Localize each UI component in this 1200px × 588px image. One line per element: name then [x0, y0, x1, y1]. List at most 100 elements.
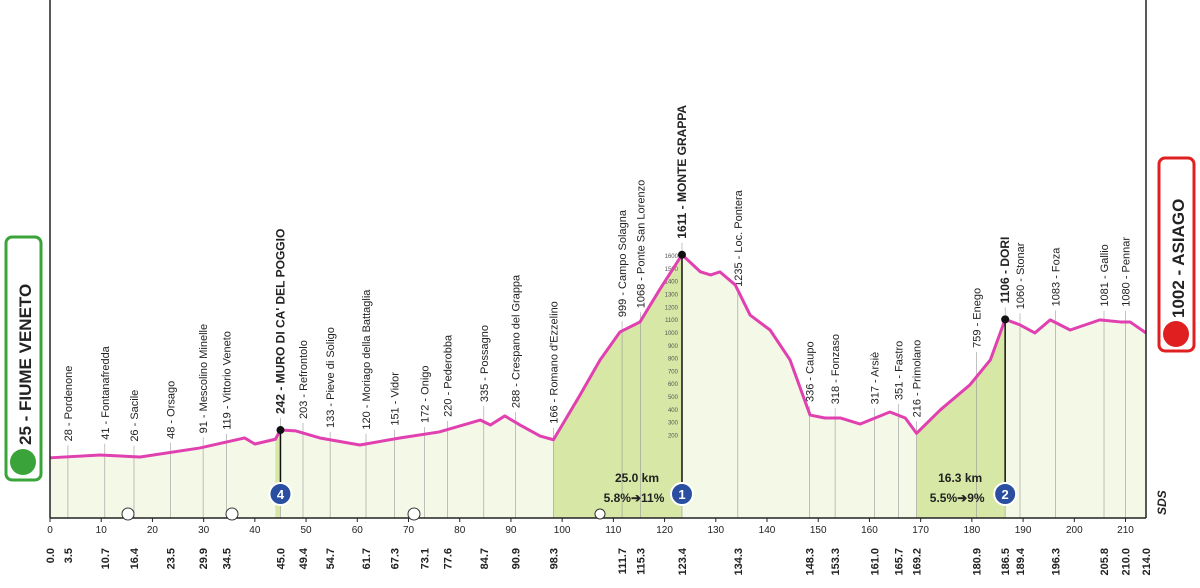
waypoint-label: 133 - Pieve di Soligo [325, 327, 337, 428]
waypoint-km: 45.0 [275, 548, 287, 569]
climb-badge [993, 482, 1018, 506]
waypoint-km: 161.0 [870, 548, 882, 576]
waypoint-km: 0.0 [45, 548, 57, 563]
waypoint-km: 23.5 [165, 548, 177, 569]
waypoint-label: 759 - Enego [971, 288, 983, 348]
waypoint-label: 351 - Fastro [894, 341, 906, 400]
x-tick-label: 190 [1015, 525, 1032, 536]
waypoint-km: 98.3 [548, 548, 560, 569]
climb-badge-number: 2 [1002, 487, 1009, 502]
waypoint-label: 172 - Onigo [419, 366, 431, 423]
rail-icon [121, 507, 135, 521]
sprint-icon [594, 508, 606, 520]
waypoint-km: 90.9 [511, 548, 523, 569]
x-tick-label: 140 [759, 525, 776, 536]
waypoint-km: 29.9 [198, 548, 210, 569]
x-tick-label: 60 [352, 525, 364, 536]
waypoint-km: 153.3 [830, 548, 842, 576]
waypoint-km: 3.5 [63, 548, 75, 563]
x-tick-label: 150 [810, 525, 827, 536]
waypoint-label: 317 - Arsiè [870, 352, 882, 405]
waypoint-label: 1080 - Pennar [1121, 237, 1133, 307]
altitude-tick-label: 1000 [665, 331, 679, 337]
waypoint-label: 288 - Crespano del Grappa [511, 274, 523, 408]
waypoint-km: 34.5 [222, 548, 234, 569]
x-tick-label: 160 [861, 525, 878, 536]
x-tick-label: 170 [912, 525, 929, 536]
waypoint-km: 115.3 [636, 548, 648, 575]
waypoint-km: 214.0 [1141, 548, 1153, 576]
waypoint-km: 210.0 [1121, 548, 1133, 576]
altitude-tick-label: 900 [668, 344, 679, 350]
x-tick-label: 20 [147, 525, 159, 536]
waypoint-km: 77.6 [442, 548, 454, 569]
waypoint-label: 318 - Fonzaso [830, 334, 842, 404]
waypoint-km: 165.7 [894, 548, 906, 576]
altitude-tick-label: 1600 [665, 254, 679, 260]
x-tick-label: 90 [505, 525, 517, 536]
waypoint-label: 203 - Refrontolo [298, 340, 310, 419]
waypoint-km: 61.7 [361, 548, 373, 569]
climb-badge [268, 482, 293, 506]
waypoint-label: 1068 - Ponte San Lorenzo [636, 180, 648, 308]
waypoint-label: 999 - Campo Solagna [617, 209, 629, 317]
waypoint-label: 28 - Pordenone [63, 366, 75, 442]
profile-line [49, 253, 1147, 460]
waypoint-label: 26 - Sacile [129, 390, 141, 442]
waypoint-label: 1081 - Gallio [1099, 244, 1111, 306]
waypoint-km: 148.3 [805, 548, 817, 576]
waypoint-label: 41 - Fontanafredda [100, 345, 112, 439]
waypoint-label: 216 - Primolano [912, 340, 924, 418]
summit-dot [276, 426, 285, 435]
climb-length: 16.3 km [938, 471, 982, 485]
x-tick-label: 30 [198, 525, 210, 536]
x-tick-label: 10 [96, 525, 108, 536]
climb-grade: 5.5%➔9% [930, 491, 985, 505]
waypoint-km: 205.8 [1099, 548, 1111, 576]
waypoint-km: 189.4 [1015, 547, 1027, 575]
waypoint-label: 242 - MURO DI CA' DEL POGGIO [273, 229, 287, 414]
finish-label: 1002 - ASIAGO [1169, 199, 1188, 318]
icons [121, 507, 606, 521]
start-badge [4, 235, 43, 482]
waypoint-label: 336 - Caupo [805, 341, 817, 402]
altitude-tick-label: 1400 [665, 280, 679, 286]
waypoint-label: 1083 - Foza [1050, 247, 1062, 307]
waypoint-label: 1611 - MONTE GRAPPA [675, 105, 689, 239]
start-label: 25 - FIUME VENETO [16, 284, 35, 445]
altitude-tick-label: 300 [668, 421, 679, 427]
altitude-tick-label: 700 [668, 369, 679, 375]
x-tick-label: 100 [554, 525, 571, 536]
waypoint-km: 16.4 [129, 547, 141, 569]
summit-dot [677, 250, 686, 259]
finish-icon [1163, 321, 1189, 347]
x-tick-label: 210 [1117, 525, 1134, 536]
altitude-tick-label: 1100 [665, 318, 679, 324]
climb-badge-number: 4 [277, 487, 285, 502]
waypoint-km: 54.7 [325, 548, 337, 569]
climb-grade: 5.8%➔11% [604, 491, 665, 505]
rail-icon [225, 507, 239, 521]
waypoint-label: 1235 - Loc. Pontera [733, 189, 745, 287]
climb-length: 25.0 km [615, 471, 659, 485]
rail-icon [407, 507, 421, 521]
x-tick-label: 120 [656, 525, 673, 536]
waypoint-label: 335 - Possagno [479, 325, 491, 402]
x-tick-label: 80 [454, 525, 466, 536]
plot: 28 - Pordenone 3.5 41 - Fontanafredda 10.7 2… [45, 105, 1153, 576]
summit-dot [1001, 315, 1010, 324]
x-tick-label: 50 [301, 525, 313, 536]
logo: SDS [1155, 490, 1169, 515]
climb-area [553, 254, 682, 518]
x-tick-label: 70 [403, 525, 415, 536]
waypoint-label: 151 - Vidor [390, 372, 402, 426]
waypoint-label: 1060 - Stonar [1015, 242, 1027, 309]
altitude-tick-label: 800 [668, 357, 679, 363]
climb-badge [669, 482, 694, 506]
x-tick-label: 130 [707, 525, 724, 536]
waypoint-label: 220 - Pederobba [442, 334, 454, 417]
altitude-tick-label: 1200 [665, 305, 679, 311]
waypoint-label: 119 - Vittorio Veneto [222, 331, 234, 430]
x-tick-label: 200 [1066, 525, 1083, 536]
